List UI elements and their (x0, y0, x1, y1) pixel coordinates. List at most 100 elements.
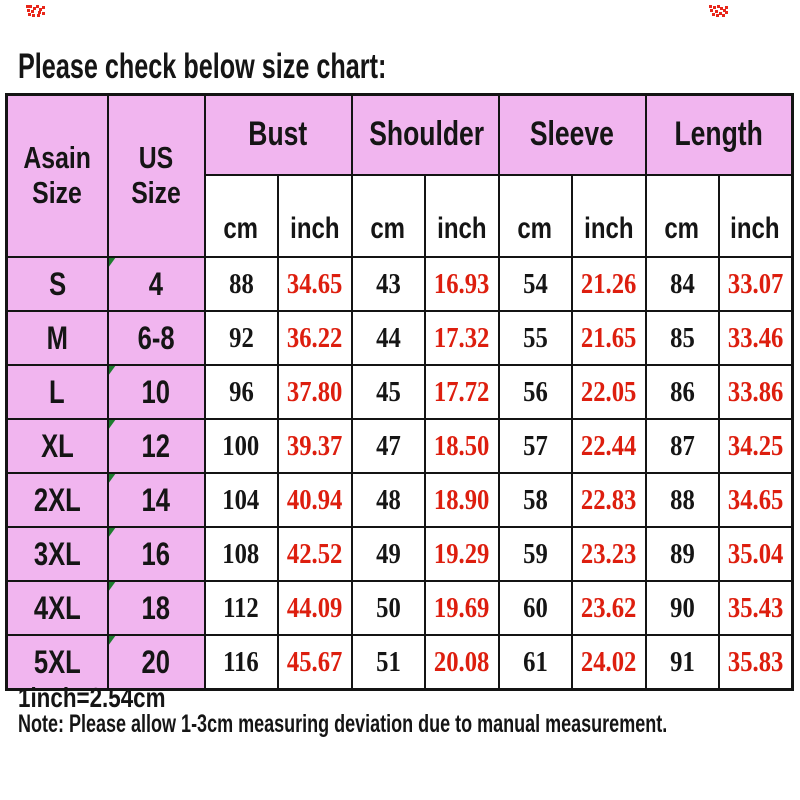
cm-value: 50 (375, 591, 401, 624)
cm-value-cell: 112 (203, 580, 279, 636)
us-size-value: 4 (148, 265, 164, 302)
inch-value: 44.09 (286, 591, 343, 624)
asain-size-cell: XL (5, 418, 109, 474)
unit-header-sleeve-cm: cm (497, 174, 573, 258)
cm-value-cell: 104 (203, 472, 279, 528)
col-header-sleeve: Sleeve (497, 93, 647, 176)
inch-value: 35.83 (727, 645, 783, 678)
green-corner-marker-icon (109, 529, 116, 538)
inch-value: 33.46 (727, 321, 783, 354)
cm-value-cell: 89 (644, 526, 720, 582)
asain-size-cell: 4XL (5, 580, 109, 636)
cm-value: 92 (228, 321, 254, 354)
asain-size-value: XL (40, 427, 74, 464)
table-row: 2XL 14 104 40.94 48 18.90 58 22.83 88 34.65 (5, 472, 794, 528)
inch-value-cell: 37.80 (276, 364, 353, 420)
inch-value-cell: 34.65 (276, 256, 353, 312)
us-size-value: 16 (141, 535, 171, 572)
measurement-note: Note: Please allow 1-3cm measuring devia… (18, 710, 668, 738)
unit-label: cm (664, 212, 700, 245)
inch-value-cell: 45.67 (276, 634, 353, 691)
table-header: Asain Size US Size Bust Shoulder Sleeve … (5, 93, 794, 258)
cm-value-cell: 56 (497, 364, 573, 420)
col-header-bust: Bust (203, 93, 353, 176)
cm-value-cell: 50 (350, 580, 426, 636)
green-corner-marker-icon (109, 421, 116, 430)
inch-value-cell: 33.46 (717, 310, 794, 366)
inch-value: 35.04 (727, 537, 783, 570)
unit-header-bust-inch: inch (276, 174, 353, 258)
inch-value-cell: 42.52 (276, 526, 353, 582)
cm-value-cell: 51 (350, 634, 426, 691)
inch-value: 23.62 (580, 591, 637, 624)
unit-header-row: cm inch cm inch cm inch cm inch (7, 174, 794, 258)
cm-value-cell: 49 (350, 526, 426, 582)
table-row: 3XL 16 108 42.52 49 19.29 59 23.23 89 35.04 (5, 526, 794, 582)
inch-value-cell: 23.62 (570, 580, 647, 636)
us-size-cell: 6-8 (106, 310, 206, 366)
us-size-cell: 4 (106, 256, 206, 312)
cm-value-cell: 96 (203, 364, 279, 420)
table-row: S 4 88 34.65 43 16.93 54 21.26 84 33.07 (5, 256, 794, 312)
inch-value-cell: 33.07 (717, 256, 794, 312)
inch-value-cell: 17.32 (423, 310, 500, 366)
us-size-value: 10 (141, 373, 171, 410)
col-header-sleeve-label: Sleeve (529, 115, 615, 154)
cm-value-cell: 57 (497, 418, 573, 474)
us-size-value: 20 (141, 643, 171, 680)
inch-value-cell: 44.09 (276, 580, 353, 636)
cm-value: 86 (669, 375, 695, 408)
col-header-length: Length (644, 93, 794, 176)
red-glitch-mark-left-icon (26, 5, 29, 8)
inch-value-cell: 34.65 (717, 472, 794, 528)
cm-value: 100 (222, 429, 260, 462)
col-header-us-size-label: US Size (131, 140, 181, 210)
cm-value-cell: 92 (203, 310, 279, 366)
cm-value-cell: 84 (644, 256, 720, 312)
us-size-value: 18 (141, 589, 171, 626)
cm-value-cell: 90 (644, 580, 720, 636)
cm-value-cell: 48 (350, 472, 426, 528)
table-row: XL 12 100 39.37 47 18.50 57 22.44 87 34.25 (5, 418, 794, 474)
cm-value: 88 (669, 483, 695, 516)
unit-label: inch (436, 212, 487, 245)
inch-value-cell: 19.29 (423, 526, 500, 582)
cm-value: 90 (669, 591, 695, 624)
col-header-bust-label: Bust (248, 115, 308, 154)
inch-value-cell: 24.02 (570, 634, 647, 691)
unit-header-bust-cm: cm (203, 174, 279, 258)
inch-value: 21.65 (580, 321, 637, 354)
cm-value: 45 (375, 375, 401, 408)
green-corner-marker-icon (109, 583, 116, 592)
us-size-cell: 18 (106, 580, 206, 636)
page-title: Please check below size chart: (18, 47, 387, 86)
cm-value: 89 (669, 537, 695, 570)
inch-value: 17.72 (433, 375, 490, 408)
inch-value-cell: 21.26 (570, 256, 647, 312)
size-table-body: S 4 88 34.65 43 16.93 54 21.26 84 33.07 M 6-8 92 36.2… (5, 256, 794, 691)
table-row: 5XL 20 116 45.67 51 20.08 61 24.02 91 35.83 (5, 634, 794, 691)
inch-value: 33.07 (727, 267, 783, 300)
cm-value: 59 (522, 537, 548, 570)
col-header-shoulder-label: Shoulder (368, 115, 484, 154)
cm-value: 104 (222, 483, 260, 516)
cm-value-cell: 85 (644, 310, 720, 366)
cm-value: 57 (522, 429, 548, 462)
inch-value: 37.80 (286, 375, 343, 408)
cm-value: 49 (375, 537, 401, 570)
inch-value: 20.08 (433, 645, 490, 678)
cm-value-cell: 100 (203, 418, 279, 474)
col-header-shoulder: Shoulder (350, 93, 500, 176)
cm-value-cell: 58 (497, 472, 573, 528)
inch-value: 23.23 (580, 537, 637, 570)
unit-label: inch (289, 212, 340, 245)
cm-value-cell: 108 (203, 526, 279, 582)
asain-size-cell: 5XL (5, 634, 109, 691)
size-chart-table: Asain Size US Size Bust Shoulder Sleeve … (5, 93, 795, 691)
green-corner-marker-icon (109, 475, 116, 484)
green-corner-marker-icon (109, 636, 116, 646)
cm-value: 88 (228, 267, 254, 300)
asain-size-cell: 3XL (5, 526, 109, 582)
inch-value: 18.90 (433, 483, 490, 516)
col-header-us-size: US Size (106, 93, 206, 258)
